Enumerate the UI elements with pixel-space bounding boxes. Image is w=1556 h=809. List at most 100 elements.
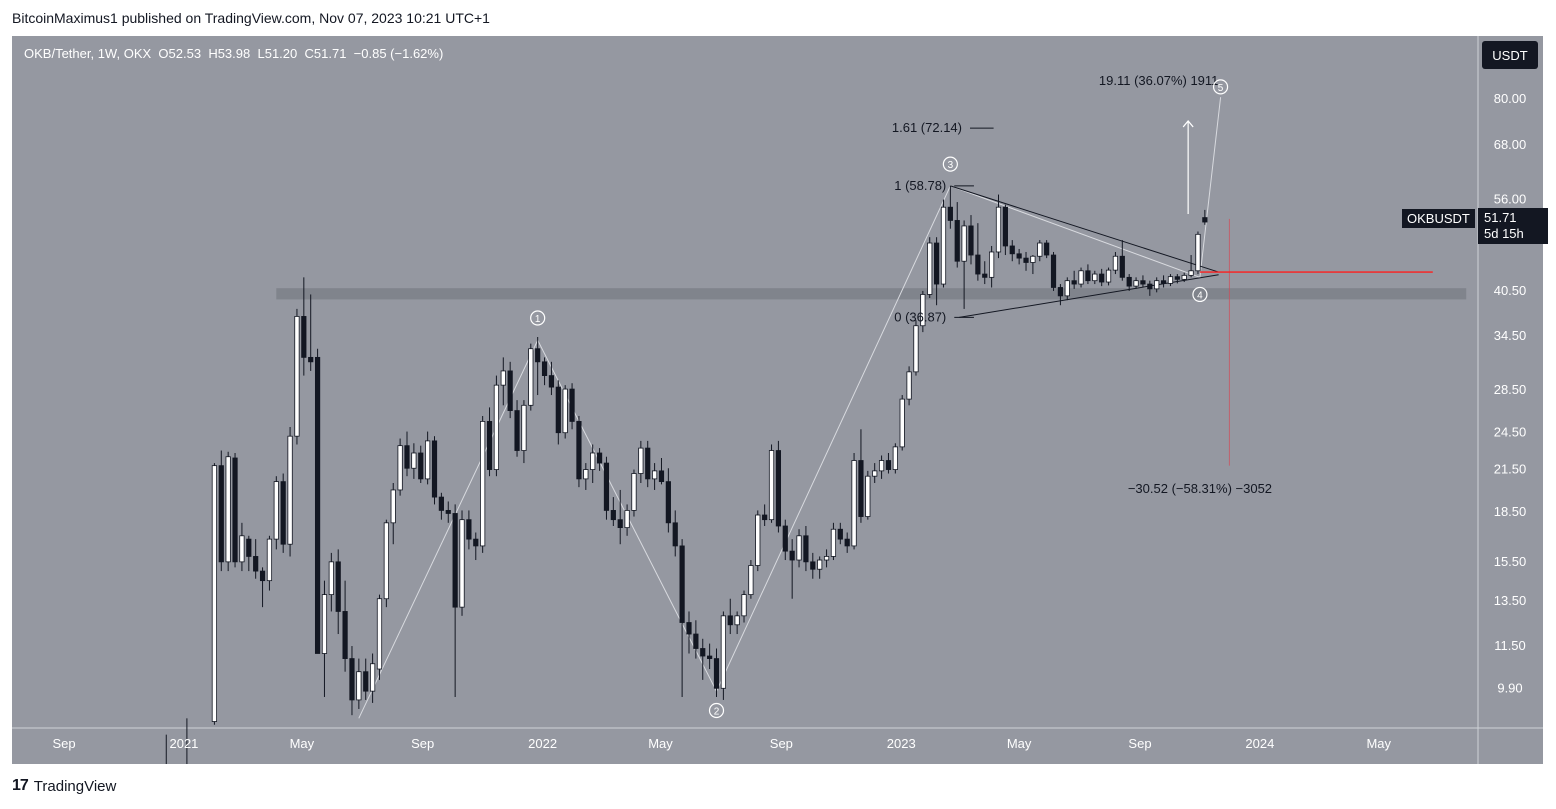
measure-up-arrow-icon — [1182, 119, 1194, 128]
candle-body — [397, 445, 403, 491]
candle-body — [940, 206, 947, 285]
candle-body — [610, 510, 616, 521]
candle-body — [486, 421, 493, 470]
time-axis-tick: 2024 — [1245, 736, 1274, 751]
time-axis-tick: May — [648, 736, 673, 751]
price-axis-tick: 68.00 — [1494, 137, 1527, 152]
high-value: 53.98 — [217, 46, 251, 61]
candle-body — [982, 273, 988, 278]
candle-body — [583, 469, 589, 480]
chart-area[interactable] — [12, 36, 1543, 764]
candle-body — [390, 489, 396, 524]
wave-label-circle — [942, 156, 958, 172]
candle-body — [514, 410, 520, 451]
candle-body — [507, 370, 513, 411]
candle-body — [1071, 280, 1077, 285]
candle-body — [1064, 280, 1070, 297]
open-label: O — [158, 46, 169, 61]
triangle-lower-line — [959, 274, 1219, 318]
candle-body — [225, 456, 231, 563]
candle-body — [1037, 242, 1043, 257]
candle-body — [548, 375, 555, 388]
candle-body — [232, 457, 238, 563]
candle-body — [356, 671, 362, 701]
price-axis-tick: 18.50 — [1494, 504, 1527, 519]
candle-body — [294, 316, 300, 437]
candle-body — [789, 550, 795, 561]
last-price: 51.71 — [1484, 210, 1517, 225]
candle-body — [431, 440, 438, 498]
candle-body — [830, 528, 837, 557]
open-value: 52.53 — [168, 46, 202, 61]
candle-body — [823, 556, 830, 561]
candle-body — [1105, 269, 1112, 283]
currency-button[interactable]: USDT — [1482, 41, 1538, 69]
price-axis-tick: 28.50 — [1494, 382, 1527, 397]
candle-body — [301, 316, 307, 358]
candle-body — [438, 496, 444, 511]
candle-body — [1092, 273, 1098, 282]
wave-label-circle — [1192, 286, 1208, 303]
time-axis-tick: May — [1007, 736, 1032, 751]
candle-body — [266, 538, 273, 582]
candle-body — [892, 446, 898, 470]
candle-body — [1023, 257, 1029, 263]
candle-body — [782, 525, 788, 552]
candle-body — [335, 561, 341, 612]
candle-body — [328, 561, 334, 596]
candle-body — [1140, 280, 1146, 285]
candle-body — [473, 538, 479, 547]
candle-body — [314, 356, 321, 654]
support-zone — [276, 288, 1467, 300]
candle-body — [239, 535, 245, 563]
candle-body — [1154, 280, 1160, 290]
measure-up-label: 19.11 (36.07%) 1911 — [1099, 73, 1219, 88]
candle-body — [253, 556, 259, 572]
candle-body — [844, 538, 850, 547]
candle-body — [541, 361, 548, 376]
candle-body — [762, 514, 768, 521]
candle-body — [418, 452, 424, 480]
candle-body — [287, 435, 293, 545]
time-axis-tick: Sep — [411, 736, 434, 751]
candle-body — [363, 671, 369, 692]
candle-body — [707, 655, 713, 659]
candle-body — [872, 470, 878, 477]
candle-body — [521, 404, 527, 451]
footer-brand[interactable]: 17 TradingView — [12, 777, 116, 795]
candle-body — [452, 513, 458, 608]
price-axis-tick: 11.50 — [1494, 638, 1526, 653]
time-axis-tick: May — [290, 736, 315, 751]
candle-body — [865, 475, 871, 517]
candle-body — [383, 522, 389, 600]
tradingview-logo-icon: 17 — [12, 777, 29, 794]
time-axis-tick: Sep — [53, 736, 76, 751]
candle-body — [321, 594, 328, 654]
candle-body — [989, 251, 995, 278]
candle-body — [837, 528, 843, 540]
candle-body — [411, 452, 417, 469]
candle-body — [954, 220, 960, 262]
close-label: C — [304, 46, 314, 61]
candle-body — [624, 510, 630, 529]
candle-body — [947, 206, 953, 221]
last-price-tag: 51.71 5d 15h — [1478, 208, 1548, 244]
candle-body — [1044, 242, 1050, 256]
fib-level-label: 1.61 (72.14) — [892, 120, 962, 135]
low-label: L — [257, 46, 265, 61]
price-chart[interactable]: 19.11 (36.07%) 1911 −30.52 (−58.31%) −305… — [12, 36, 1543, 764]
candle-body — [1050, 254, 1057, 288]
candle-body — [1030, 255, 1036, 263]
candle-body — [796, 535, 802, 561]
elliott-wave-path — [358, 97, 1222, 719]
candle-body — [658, 470, 665, 483]
candle-body — [995, 206, 1002, 253]
candle-body — [652, 470, 658, 480]
high-label: H — [208, 46, 218, 61]
candle-body — [803, 535, 809, 563]
candle-body — [631, 473, 637, 511]
price-axis-tick: 34.50 — [1494, 328, 1527, 343]
candle-body — [1188, 270, 1194, 276]
candle-body — [899, 398, 905, 448]
candle-body — [934, 242, 940, 285]
